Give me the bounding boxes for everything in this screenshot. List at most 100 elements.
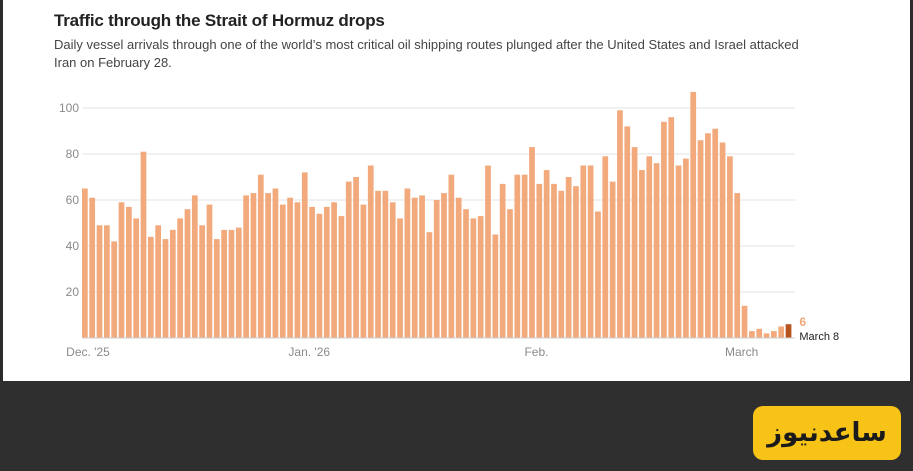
bar (353, 177, 359, 338)
bar (433, 200, 440, 338)
bar (345, 181, 352, 338)
bar (639, 170, 645, 338)
bar (492, 234, 499, 338)
bar (551, 183, 557, 338)
bar (389, 202, 396, 338)
bar (778, 326, 785, 338)
bar (609, 181, 616, 338)
bar (367, 165, 374, 338)
bar (661, 121, 667, 338)
bar (404, 188, 411, 338)
x-tick-label: Feb. (524, 345, 548, 359)
y-tick-label: 80 (66, 147, 80, 161)
y-tick-label: 100 (59, 101, 79, 115)
bar (250, 193, 257, 338)
bar (573, 186, 579, 338)
bar (125, 206, 132, 338)
bar (294, 202, 301, 338)
bar (103, 225, 110, 338)
bar (580, 165, 587, 338)
bar (287, 197, 293, 338)
chart-title: Traffic through the Strait of Hormuz dro… (54, 11, 385, 30)
bar (265, 193, 271, 338)
bar (712, 128, 719, 338)
bar (96, 225, 103, 338)
bar (587, 165, 594, 338)
bar (213, 239, 220, 338)
bar (697, 140, 704, 338)
bar (419, 195, 425, 338)
bar (257, 174, 264, 338)
bar (235, 227, 242, 338)
bar (521, 174, 528, 338)
bar (763, 333, 770, 338)
annotation-label: March 8 (799, 331, 839, 343)
bar (309, 206, 315, 338)
bar (727, 156, 733, 338)
bar (228, 229, 235, 338)
bar (507, 209, 513, 338)
bar (191, 195, 198, 338)
bar (719, 142, 726, 338)
bar (162, 239, 169, 338)
bar (360, 204, 367, 338)
bar (463, 209, 469, 338)
bar (206, 204, 213, 338)
bar (426, 232, 433, 338)
bar (199, 225, 205, 338)
bar (499, 183, 506, 338)
bar (617, 110, 623, 338)
bar (565, 177, 572, 338)
bar (536, 183, 543, 338)
bar (749, 331, 755, 338)
bar (741, 305, 748, 338)
chart-subtitle: Daily vessel arrivals through one of the… (54, 37, 799, 70)
bar (756, 328, 763, 338)
bar (529, 147, 535, 338)
site-logo: ساعدنیوز (753, 406, 901, 460)
bar (646, 156, 653, 338)
bar (382, 190, 389, 338)
bar (184, 209, 191, 338)
bar (485, 165, 491, 338)
bar (397, 218, 403, 338)
bar (221, 229, 227, 338)
bar (331, 202, 337, 338)
bar (624, 126, 631, 339)
bar (411, 197, 418, 338)
bar (668, 117, 675, 338)
bar (89, 197, 96, 338)
bar (147, 236, 154, 338)
bar (118, 202, 125, 338)
bar (675, 165, 682, 338)
bar (690, 91, 697, 339)
bar (279, 204, 286, 338)
bar (455, 197, 462, 338)
bar (177, 218, 184, 338)
bar (771, 331, 777, 338)
bar (477, 216, 484, 338)
x-tick-label: March (725, 345, 758, 359)
bar (133, 218, 140, 338)
chart-card: Traffic through the Strait of Hormuz dro… (3, 0, 910, 381)
y-tick-label: 60 (66, 193, 80, 207)
bar (441, 193, 447, 338)
bar (705, 133, 711, 338)
bar (155, 225, 162, 338)
bar (653, 163, 660, 338)
bar (470, 218, 477, 338)
bar (683, 158, 689, 338)
x-tick-label: Jan. '26 (288, 345, 330, 359)
y-tick-label: 40 (66, 239, 80, 253)
bar (140, 151, 147, 338)
bar (111, 241, 118, 338)
bar (82, 188, 88, 338)
x-tick-label: Dec. '25 (66, 345, 110, 359)
bar (338, 216, 345, 338)
bar-chart: 20 40 60 80 100 Dec. '25 Jan. '26 Feb. March 6 Mar… (59, 91, 839, 359)
bar (243, 195, 249, 338)
bar (785, 324, 792, 338)
annotation-value: 6 (799, 315, 806, 329)
bar (301, 172, 308, 338)
bar (316, 213, 323, 338)
